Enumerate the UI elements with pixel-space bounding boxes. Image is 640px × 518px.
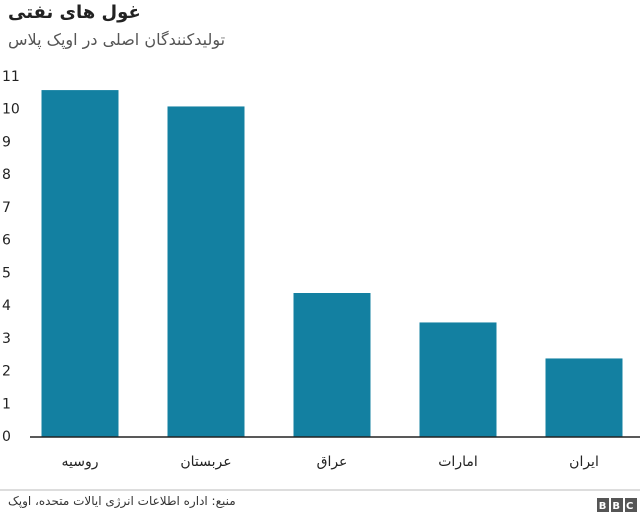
logo-block <box>611 498 623 512</box>
logo-block <box>597 498 609 512</box>
chart-title: غول های نفتی <box>8 2 141 23</box>
y-tick-label: 5 <box>2 265 11 281</box>
logo: BBC <box>599 501 640 512</box>
bar <box>293 293 371 437</box>
y-tick-label: 0 <box>2 429 11 445</box>
y-tick-label: 1 <box>2 396 11 412</box>
y-tick-label: 9 <box>2 134 11 150</box>
y-tick-label: 10 <box>2 102 20 118</box>
x-tick-label: عربستان <box>180 454 231 470</box>
bar <box>41 90 119 437</box>
y-tick-label: 11 <box>2 69 20 85</box>
chart-subtitle: تولیدکنندگان اصلی در اوپک پلاس <box>8 30 226 49</box>
y-tick-label: 7 <box>2 200 11 216</box>
x-tick-label: عراق <box>317 454 348 470</box>
x-tick-label: ایران <box>569 454 599 470</box>
y-tick-label: 2 <box>2 364 11 380</box>
y-tick-label: 4 <box>2 298 11 314</box>
bar <box>545 358 623 437</box>
x-tick-label: روسیه <box>62 454 99 470</box>
y-tick-label: 8 <box>2 167 11 183</box>
bar <box>419 322 497 437</box>
y-tick-label: 3 <box>2 331 11 347</box>
x-tick-label: امارات <box>438 454 477 470</box>
bar <box>167 106 245 438</box>
source: منبع: اداره اطلاعات انرژی ایالات متحده، … <box>8 494 236 508</box>
y-tick-label: 6 <box>2 233 11 249</box>
logo-block <box>625 498 637 512</box>
